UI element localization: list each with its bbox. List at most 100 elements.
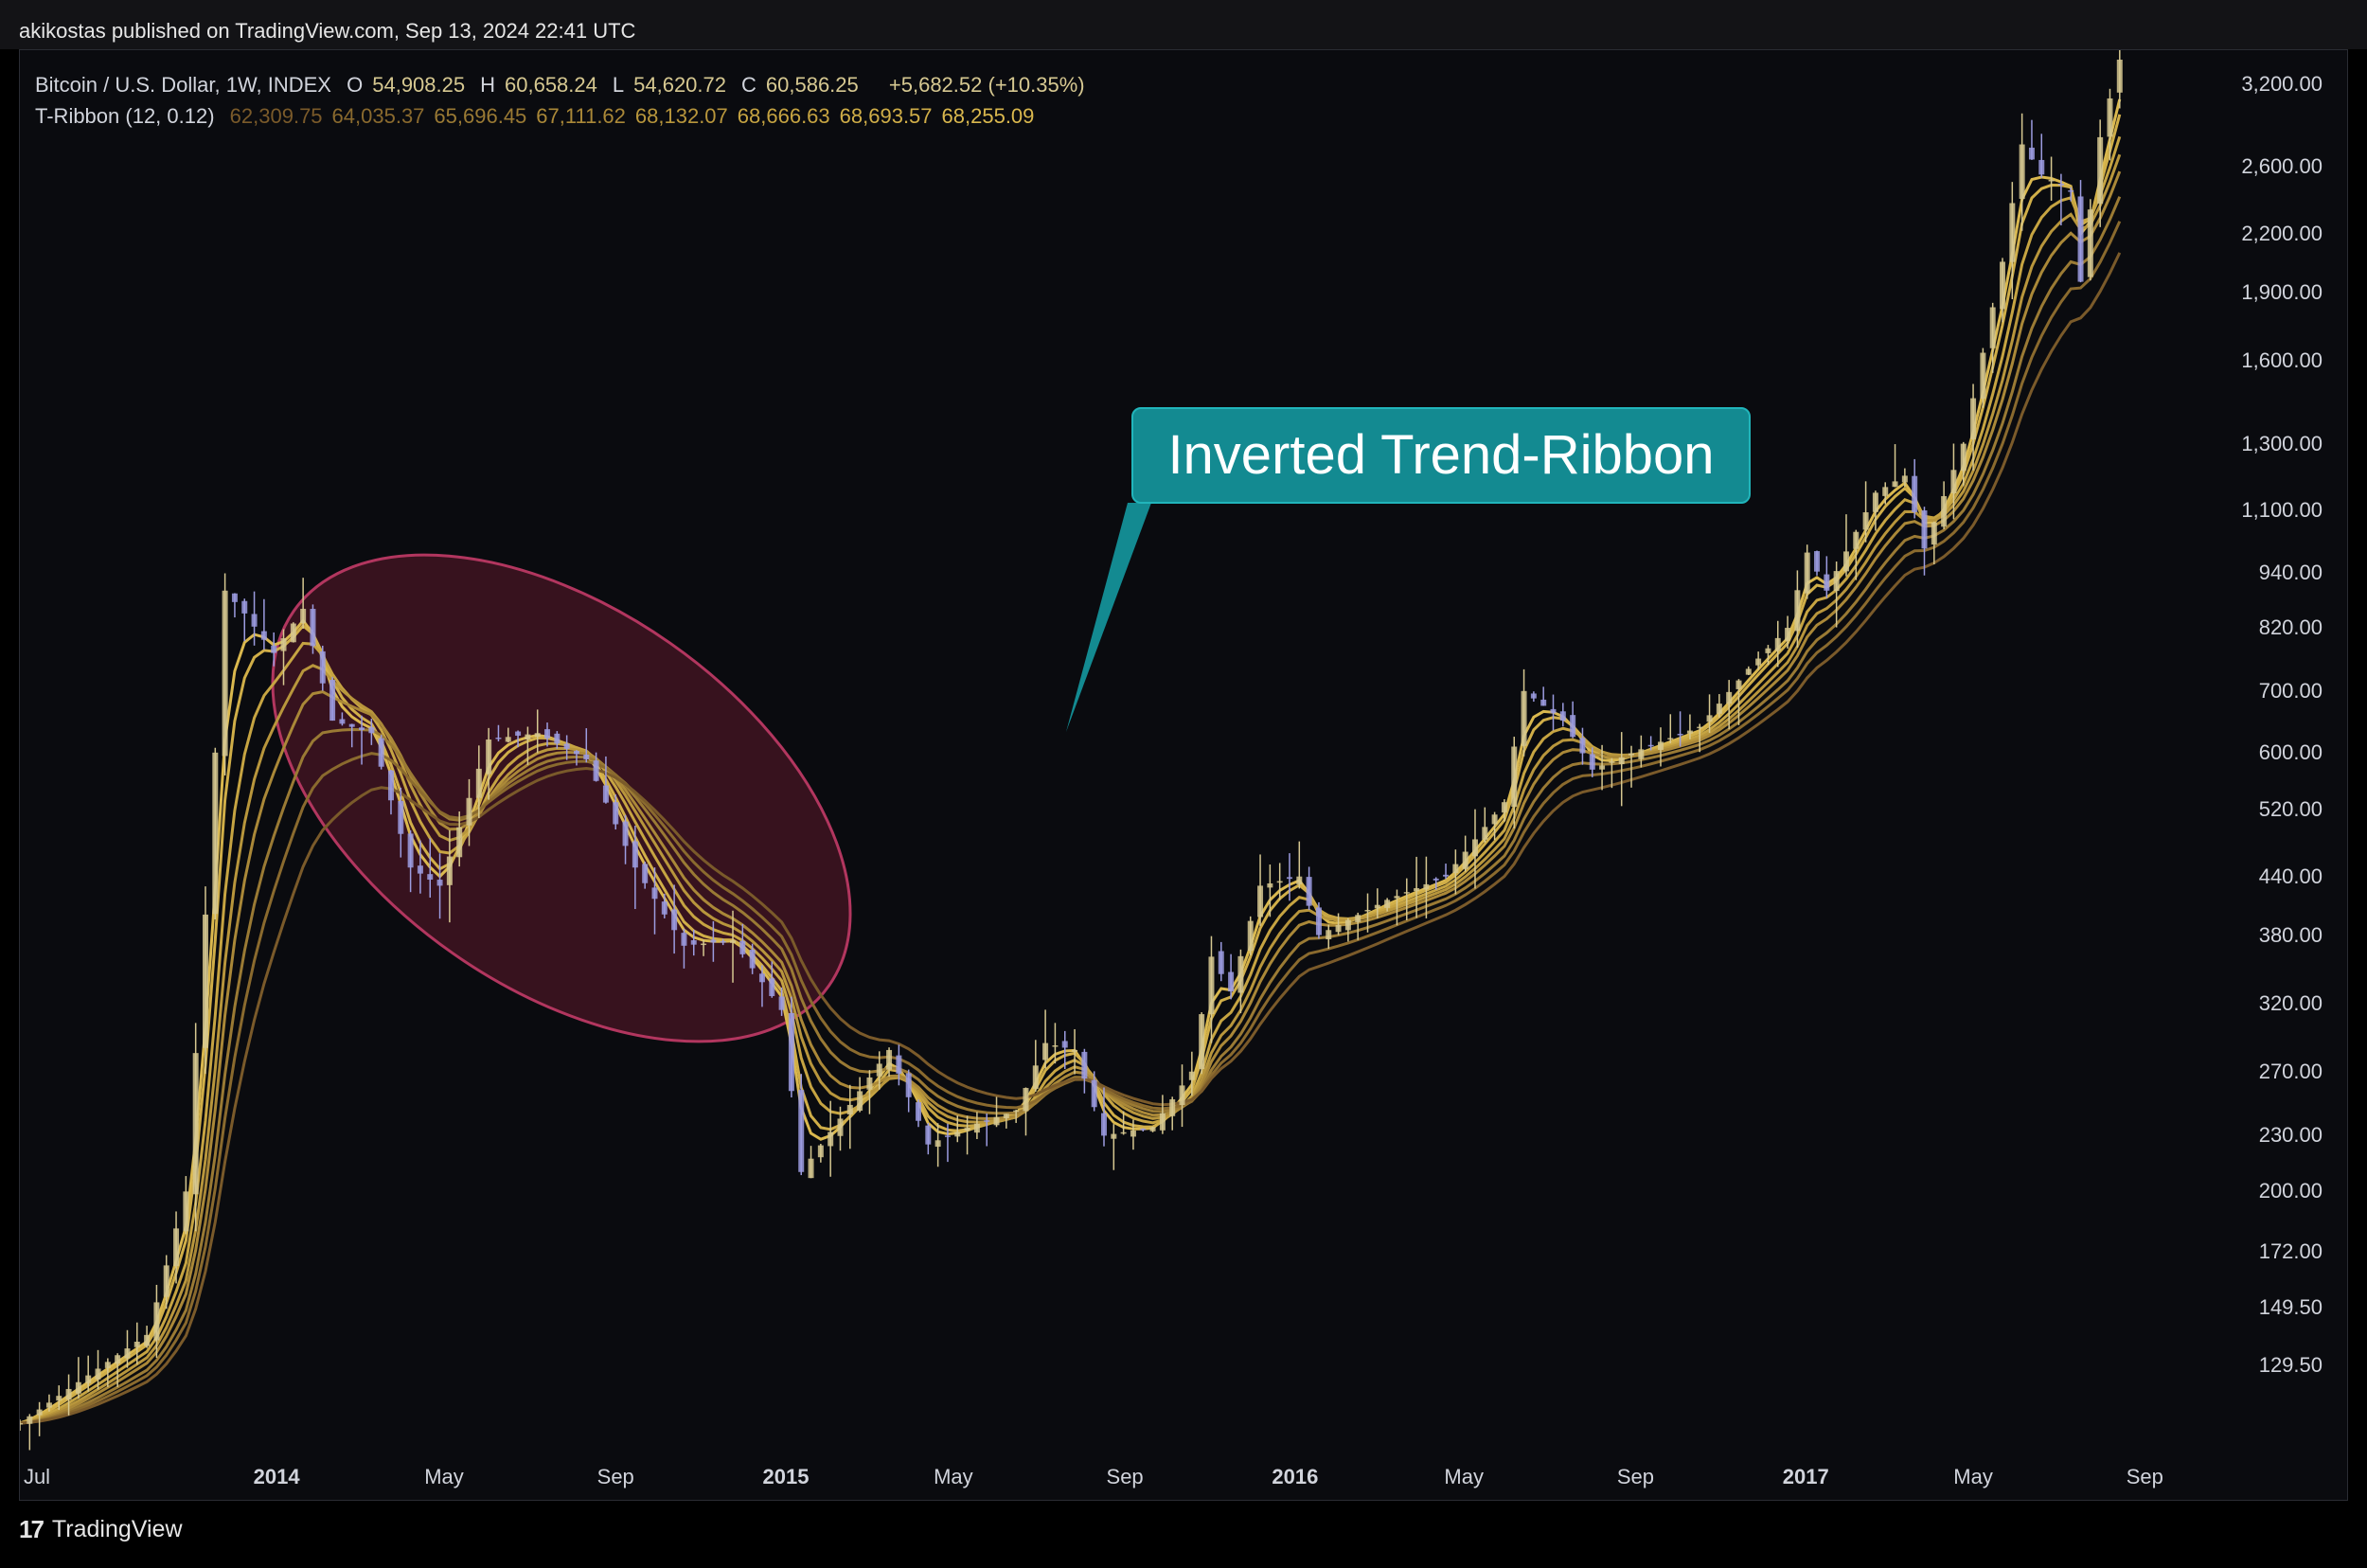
candle [446, 829, 453, 923]
candle [1169, 1096, 1176, 1131]
candle [1901, 468, 1908, 488]
candle [1199, 1012, 1205, 1075]
candle [407, 830, 414, 893]
price-tick-label: 440.00 [2258, 864, 2323, 888]
candle [2068, 187, 2074, 202]
indicator-value: 65,696.45 [434, 104, 527, 128]
price-tick-label: 1,300.00 [2241, 431, 2323, 455]
price-tick-label: 1,600.00 [2241, 348, 2323, 373]
candle [427, 838, 434, 898]
candle [886, 1047, 893, 1078]
candle [1970, 383, 1977, 471]
chart-canvas[interactable] [20, 50, 2348, 1501]
candle [2038, 134, 2045, 178]
price-tick-label: 700.00 [2258, 678, 2323, 703]
candle [212, 747, 219, 919]
candle [1842, 514, 1849, 577]
candle [1960, 441, 1967, 487]
time-tick-label: May [1953, 1465, 1993, 1488]
candle [534, 709, 541, 754]
candle [1941, 481, 1948, 529]
candle [1061, 1030, 1068, 1070]
candle [231, 593, 238, 618]
candle [1335, 913, 1342, 935]
candle [1521, 668, 1527, 757]
candle [1403, 878, 1410, 920]
candle [339, 712, 346, 726]
candle [192, 1023, 199, 1232]
candle [1989, 302, 1996, 373]
candle [1462, 835, 1468, 872]
publish-bar: akikostas published on TradingView.com, … [0, 0, 2367, 49]
time-tick-label: May [934, 1465, 973, 1488]
candle [837, 1106, 844, 1151]
candle [1344, 918, 1351, 942]
candle [1443, 864, 1450, 880]
candle [788, 996, 794, 1097]
candle [2107, 88, 2113, 161]
candle [1931, 521, 1937, 565]
time-tick-label: Jul [23, 1465, 51, 1488]
candle [993, 1096, 1000, 1128]
price-tick-label: 270.00 [2258, 1059, 2323, 1083]
candle [613, 794, 619, 830]
candle [1364, 893, 1371, 933]
price-tick-label: 172.00 [2258, 1239, 2323, 1263]
candle [1023, 1087, 1029, 1136]
price-tick-label: 2,600.00 [2241, 154, 2323, 179]
candle [1384, 898, 1391, 912]
candle [1394, 889, 1400, 926]
candle [104, 1358, 111, 1387]
candle [817, 1144, 824, 1163]
candle [378, 735, 384, 770]
ribbon-line [20, 252, 2122, 1425]
candle [436, 853, 443, 919]
candle [710, 920, 717, 962]
candle [1735, 679, 1742, 725]
price-tick-label: 520.00 [2258, 797, 2323, 822]
time-tick-label: 2014 [253, 1465, 300, 1488]
candle [1032, 1040, 1039, 1092]
footer-brand: 17 TradingView [19, 1515, 183, 1544]
candle [1677, 711, 1683, 747]
price-tick-label: 600.00 [2258, 739, 2323, 764]
candle [690, 929, 697, 956]
price-tick-label: 320.00 [2258, 991, 2323, 1016]
candle [1697, 723, 1703, 753]
candle [2057, 173, 2064, 226]
candle [1433, 877, 1439, 890]
candle [515, 730, 522, 748]
indicator-title: T-Ribbon (12, 0.12) [35, 104, 215, 128]
candle [808, 1146, 814, 1179]
candle [1912, 458, 1918, 519]
chart-panel[interactable]: Bitcoin / U.S. Dollar, 1W, INDEX O 54,908… [19, 49, 2348, 1501]
candle [115, 1353, 121, 1387]
inverted-ribbon-highlight [271, 553, 852, 1043]
candle [661, 893, 667, 918]
candle [475, 745, 482, 818]
candle [75, 1357, 81, 1399]
candle [495, 724, 502, 742]
candle [593, 752, 599, 782]
candle [1716, 694, 1722, 718]
time-tick-label: Sep [2126, 1465, 2163, 1488]
candle [329, 676, 336, 722]
indicator-value: 68,132.07 [634, 104, 728, 128]
candle [896, 1044, 902, 1086]
candle [1179, 1064, 1185, 1128]
candle [1511, 737, 1518, 829]
candle [1120, 1111, 1127, 1135]
candle [1559, 703, 1566, 727]
ohlc-values: O 54,908.25 H 60,658.24 L 54,620.72 C 60,586.25 [347, 73, 874, 97]
time-tick-label: 2017 [1782, 1465, 1829, 1488]
candle [1794, 570, 1801, 648]
candle [876, 1051, 882, 1090]
candle [563, 735, 570, 760]
candle [2048, 156, 2055, 202]
candle [1237, 949, 1244, 1014]
candle [1980, 347, 1986, 408]
candle [749, 943, 756, 974]
candle [144, 1326, 151, 1348]
time-tick-label: Sep [1616, 1465, 1655, 1488]
candle [1188, 1051, 1195, 1096]
